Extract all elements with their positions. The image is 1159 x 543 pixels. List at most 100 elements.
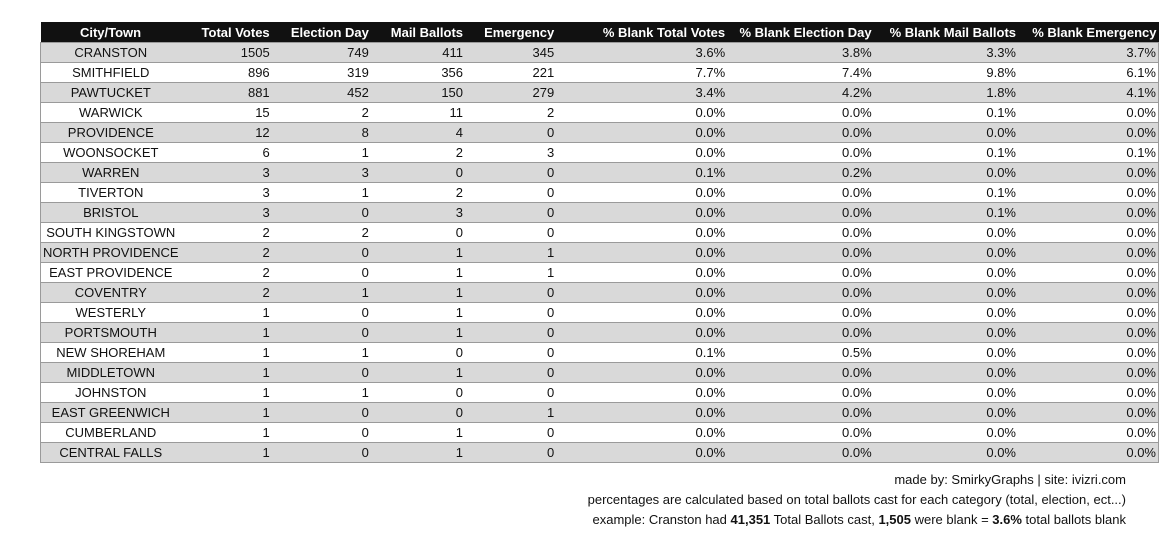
value-cell: 2	[370, 142, 466, 163]
value-cell: 0.0%	[1018, 282, 1159, 303]
value-cell: 2	[370, 182, 466, 203]
value-cell: 0	[370, 162, 466, 183]
value-cell: 0.0%	[556, 262, 728, 283]
value-cell: 0	[370, 222, 466, 243]
value-cell: 1	[465, 242, 557, 263]
city-cell: JOHNSTON	[39, 382, 181, 403]
example-text: Total Ballots cast,	[770, 512, 879, 527]
value-cell: 0.0%	[1018, 422, 1159, 443]
value-cell: 0	[370, 342, 466, 363]
value-cell: 1	[180, 382, 272, 403]
value-cell: 0	[465, 182, 557, 203]
credit-note: made by: SmirkyGraphs | site: ivizri.com	[894, 472, 1126, 487]
table-row: PROVIDENCE 12 8 4 0 0.0% 0.0% 0.0% 0.0%	[39, 122, 1159, 143]
value-cell: 0.0%	[1018, 182, 1159, 203]
value-cell: 4.1%	[1018, 82, 1159, 103]
value-cell: 452	[271, 82, 371, 103]
value-cell: 1	[465, 402, 557, 423]
value-cell: 1	[370, 322, 466, 343]
value-cell: 0.1%	[556, 162, 728, 183]
value-cell: 0	[271, 442, 371, 463]
value-cell: 3.7%	[1018, 42, 1159, 63]
value-cell: 2	[465, 102, 557, 123]
value-cell: 411	[370, 42, 466, 63]
value-cell: 11	[370, 102, 466, 123]
example-text: were blank =	[910, 512, 993, 527]
table-row: WARREN 3 3 0 0 0.1% 0.2% 0.0% 0.0%	[39, 162, 1159, 183]
example-highlight: 41,351	[730, 512, 771, 527]
value-cell: 0.0%	[873, 122, 1018, 143]
value-cell: 1	[271, 342, 371, 363]
city-cell: SOUTH KINGSTOWN	[39, 222, 181, 243]
value-cell: 0.0%	[873, 242, 1018, 263]
value-cell: 3	[180, 162, 272, 183]
city-cell: PROVIDENCE	[39, 122, 181, 143]
value-cell: 0	[465, 342, 557, 363]
value-cell: 0.0%	[873, 342, 1018, 363]
value-cell: 0.0%	[556, 442, 728, 463]
value-cell: 12	[180, 122, 272, 143]
table-header-row: City/Town Total Votes Election Day Mail Bal…	[40, 22, 1159, 43]
value-cell: 3.8%	[727, 42, 874, 63]
city-cell: PAWTUCKET	[39, 82, 181, 103]
value-cell: 0.0%	[727, 182, 874, 203]
column-header: % Blank Election Day	[727, 22, 874, 43]
value-cell: 0.0%	[727, 442, 874, 463]
city-cell: CRANSTON	[39, 42, 181, 63]
value-cell: 0.0%	[1018, 262, 1159, 283]
value-cell: 6.1%	[1018, 62, 1159, 83]
value-cell: 0.0%	[873, 382, 1018, 403]
value-cell: 0.0%	[727, 122, 874, 143]
value-cell: 2	[180, 222, 272, 243]
value-cell: 0.0%	[727, 422, 874, 443]
value-cell: 9.8%	[873, 62, 1018, 83]
value-cell: 0.0%	[727, 402, 874, 423]
table-row: PORTSMOUTH 1 0 1 0 0.0% 0.0% 0.0% 0.0%	[39, 322, 1159, 343]
column-header: Emergency	[465, 22, 557, 43]
value-cell: 0.0%	[873, 222, 1018, 243]
value-cell: 0.0%	[873, 442, 1018, 463]
value-cell: 0.0%	[727, 382, 874, 403]
value-cell: 1	[465, 262, 557, 283]
value-cell: 0.0%	[1018, 342, 1159, 363]
value-cell: 881	[180, 82, 272, 103]
city-cell: CUMBERLAND	[39, 422, 181, 443]
value-cell: 0.0%	[1018, 102, 1159, 123]
table-row: NORTH PROVIDENCE 2 0 1 1 0.0% 0.0% 0.0% 0.0%	[39, 242, 1159, 263]
value-cell: 0.2%	[727, 162, 874, 183]
value-cell: 0.1%	[556, 342, 728, 363]
value-cell: 0	[271, 202, 371, 223]
value-cell: 3	[180, 202, 272, 223]
value-cell: 0.0%	[1018, 242, 1159, 263]
table-row: COVENTRY 2 1 1 0 0.0% 0.0% 0.0% 0.0%	[39, 282, 1159, 303]
blank-ballots-table: City/Town Total Votes Election Day Mail Bal…	[39, 22, 1159, 463]
city-cell: EAST GREENWICH	[39, 402, 181, 423]
value-cell: 15	[180, 102, 272, 123]
value-cell: 0.0%	[873, 282, 1018, 303]
value-cell: 1	[271, 282, 371, 303]
value-cell: 0.0%	[1018, 322, 1159, 343]
value-cell: 0.0%	[556, 282, 728, 303]
value-cell: 0.0%	[873, 162, 1018, 183]
value-cell: 0.0%	[556, 362, 728, 383]
value-cell: 1	[180, 362, 272, 383]
value-cell: 1	[180, 302, 272, 323]
value-cell: 0.0%	[1018, 362, 1159, 383]
table-row: JOHNSTON 1 1 0 0 0.0% 0.0% 0.0% 0.0%	[39, 382, 1159, 403]
value-cell: 7.7%	[556, 62, 728, 83]
value-cell: 0.0%	[873, 402, 1018, 423]
table-row: WOONSOCKET 6 1 2 3 0.0% 0.0% 0.1% 0.1%	[39, 142, 1159, 163]
value-cell: 0	[465, 162, 557, 183]
value-cell: 0	[465, 282, 557, 303]
value-cell: 0.0%	[556, 122, 728, 143]
table-body: CRANSTON 1505 749 411 345 3.6% 3.8% 3.3% 3.7% SMI…	[39, 42, 1159, 463]
value-cell: 0.0%	[727, 322, 874, 343]
column-header: Total Votes	[180, 22, 272, 43]
value-cell: 0.0%	[556, 102, 728, 123]
value-cell: 6	[180, 142, 272, 163]
table-row: BRISTOL 3 0 3 0 0.0% 0.0% 0.1% 0.0%	[39, 202, 1159, 223]
value-cell: 0.0%	[1018, 162, 1159, 183]
value-cell: 1	[271, 182, 371, 203]
value-cell: 0.0%	[727, 282, 874, 303]
value-cell: 221	[465, 62, 557, 83]
